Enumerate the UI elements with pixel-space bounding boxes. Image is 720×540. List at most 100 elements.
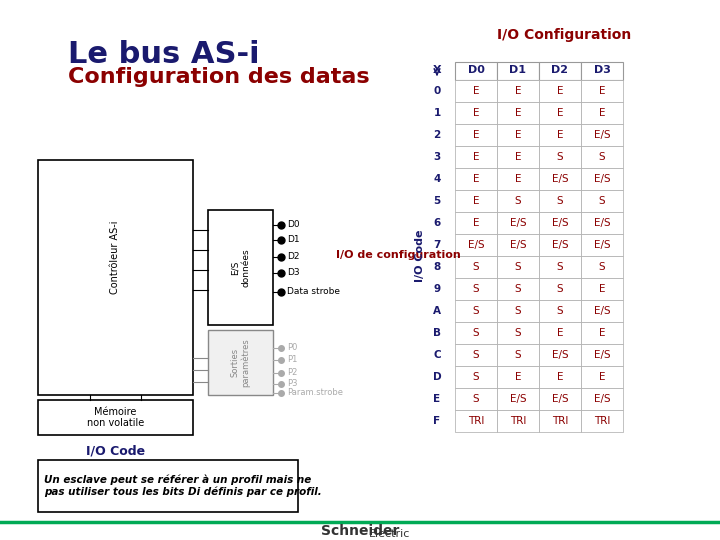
Text: E: E [557,130,563,140]
FancyBboxPatch shape [455,388,497,410]
Text: E/S: E/S [510,394,526,404]
Text: S: S [557,196,563,206]
Text: S: S [557,152,563,162]
FancyBboxPatch shape [497,234,539,256]
Text: E/S: E/S [468,240,485,250]
FancyBboxPatch shape [497,62,539,80]
Text: E: E [473,218,480,228]
Text: E: E [557,108,563,118]
FancyBboxPatch shape [455,410,497,432]
Text: E/S: E/S [594,130,611,140]
Text: P0: P0 [287,343,297,353]
Text: E: E [433,394,441,404]
Text: TRI: TRI [594,416,610,426]
Text: C: C [433,350,441,360]
Text: B: B [433,328,441,338]
Text: D: D [433,372,441,382]
FancyBboxPatch shape [539,124,581,146]
FancyBboxPatch shape [455,300,497,322]
FancyBboxPatch shape [455,168,497,190]
Text: D2: D2 [287,253,300,261]
Text: S: S [515,306,521,316]
Text: E: E [515,130,521,140]
FancyBboxPatch shape [497,300,539,322]
Text: Le bus AS-i: Le bus AS-i [68,40,260,69]
Text: Configuration des datas: Configuration des datas [68,67,369,87]
FancyBboxPatch shape [208,210,273,325]
Text: 7: 7 [433,240,441,250]
FancyBboxPatch shape [581,212,623,234]
FancyBboxPatch shape [539,146,581,168]
FancyBboxPatch shape [539,62,581,80]
Text: S: S [473,394,480,404]
Text: E: E [515,152,521,162]
Text: E/S: E/S [594,240,611,250]
FancyBboxPatch shape [455,62,497,80]
Text: S: S [515,350,521,360]
Text: S: S [557,284,563,294]
Text: E: E [599,108,606,118]
Text: Mémoire
non volatile: Mémoire non volatile [87,407,144,428]
Text: E/S: E/S [552,174,568,184]
FancyBboxPatch shape [455,234,497,256]
Text: S: S [599,152,606,162]
Text: E: E [599,328,606,338]
FancyBboxPatch shape [208,330,273,395]
Text: 9: 9 [433,284,441,294]
FancyBboxPatch shape [581,278,623,300]
Text: E: E [557,328,563,338]
FancyBboxPatch shape [539,388,581,410]
Text: I/O Code: I/O Code [86,445,145,458]
Text: E/S: E/S [594,394,611,404]
FancyBboxPatch shape [455,366,497,388]
Text: E: E [473,130,480,140]
FancyBboxPatch shape [539,212,581,234]
FancyBboxPatch shape [497,344,539,366]
FancyBboxPatch shape [497,212,539,234]
FancyBboxPatch shape [455,212,497,234]
Text: E: E [599,372,606,382]
FancyBboxPatch shape [38,160,193,395]
Text: S: S [473,372,480,382]
Text: D0: D0 [287,220,300,230]
Text: E: E [515,108,521,118]
Text: Electric: Electric [369,529,410,539]
Text: E/S: E/S [594,218,611,228]
FancyBboxPatch shape [581,344,623,366]
Text: E: E [515,86,521,96]
Text: Param.strobe: Param.strobe [287,388,343,397]
Text: S: S [473,350,480,360]
FancyBboxPatch shape [455,190,497,212]
Text: S: S [473,262,480,272]
Text: E/S
données: E/S données [231,248,251,287]
Text: Sorties
paramètres: Sorties paramètres [230,338,251,387]
FancyBboxPatch shape [581,168,623,190]
Text: E: E [557,372,563,382]
Text: 2: 2 [433,130,441,140]
Text: S: S [473,306,480,316]
FancyBboxPatch shape [539,366,581,388]
Text: 5: 5 [433,196,441,206]
Text: I/O Configuration: I/O Configuration [497,28,631,42]
Text: E/S: E/S [552,218,568,228]
FancyBboxPatch shape [539,190,581,212]
Text: 6: 6 [433,218,441,228]
Text: E/S: E/S [510,218,526,228]
FancyBboxPatch shape [497,102,539,124]
FancyBboxPatch shape [581,62,623,80]
Text: Data strobe: Data strobe [287,287,340,296]
Text: Schneider: Schneider [321,524,399,538]
Text: S: S [557,306,563,316]
Text: E/S: E/S [510,240,526,250]
Text: E: E [515,174,521,184]
FancyBboxPatch shape [539,322,581,344]
Text: E: E [473,152,480,162]
Text: I/O de configuration: I/O de configuration [336,250,461,260]
Text: S: S [473,284,480,294]
Text: D1: D1 [510,65,526,75]
Text: S: S [473,328,480,338]
Text: D0: D0 [467,65,485,75]
FancyBboxPatch shape [539,102,581,124]
FancyBboxPatch shape [497,80,539,102]
Text: E: E [557,86,563,96]
